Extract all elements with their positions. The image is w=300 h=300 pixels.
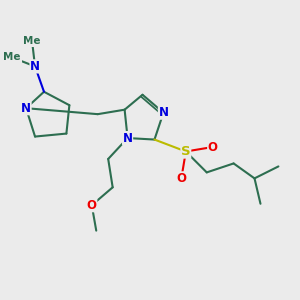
Text: N: N (158, 106, 168, 119)
Text: Me: Me (3, 52, 21, 62)
Text: N: N (21, 102, 31, 115)
Text: O: O (87, 199, 97, 212)
Text: S: S (181, 145, 190, 158)
Text: N: N (123, 132, 133, 145)
Text: O: O (176, 172, 186, 185)
Text: N: N (30, 60, 40, 73)
Text: Me: Me (23, 36, 41, 46)
Text: O: O (208, 140, 218, 154)
